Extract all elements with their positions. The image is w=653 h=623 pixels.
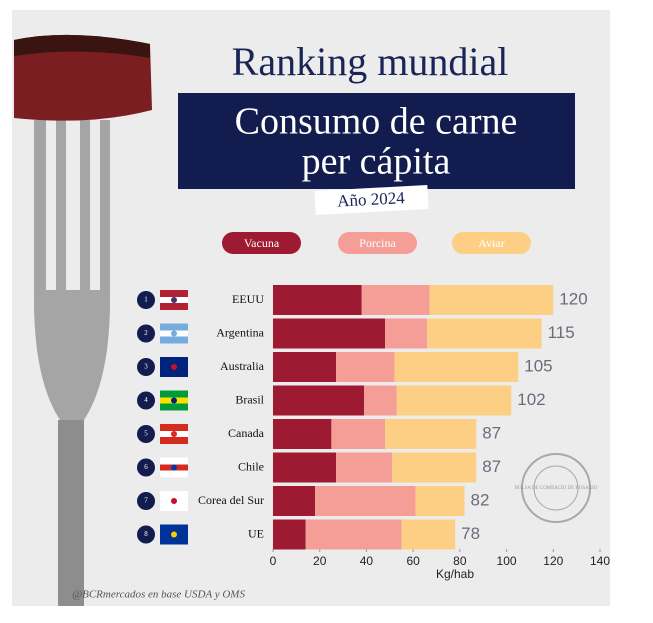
total-label: 87 (482, 457, 501, 476)
rank-label: 1 (144, 296, 148, 304)
title: Ranking mundial (232, 39, 509, 84)
year-badge: Año 2024 (314, 185, 429, 215)
bar-segment (361, 285, 430, 315)
bar-segment (273, 385, 365, 416)
category-label: Chile (238, 459, 264, 473)
category-label: Canada (228, 426, 265, 440)
bar-segment (273, 285, 362, 315)
stamp: BOLSA DE COMERCIO DE ROSARIO (515, 453, 598, 523)
legend-label: Porcina (359, 236, 396, 250)
bar-segment (273, 419, 332, 449)
subtitle: Consumo de carne (235, 101, 518, 143)
rank-label: 5 (144, 430, 148, 438)
bar-segment (336, 452, 393, 483)
bar-segment (273, 486, 316, 516)
flag (171, 531, 177, 538)
bar-segment (427, 318, 542, 349)
x-tick-label: 40 (360, 554, 374, 568)
x-axis-label: Kg/hab (436, 567, 474, 581)
total-label: 105 (524, 356, 552, 375)
bar-segment (273, 318, 386, 349)
flag (171, 498, 177, 504)
rank-label: 2 (144, 329, 148, 337)
bar-segment (364, 385, 397, 416)
total-label: 82 (471, 490, 490, 509)
x-tick-label: 140 (590, 554, 610, 568)
bar-segment (273, 452, 337, 483)
rank-label: 6 (144, 463, 148, 471)
rank-badge (137, 458, 155, 477)
legend-swatch (452, 232, 531, 254)
subtitle: per cápita (302, 141, 451, 183)
year-label: Año 2024 (337, 188, 406, 211)
stamp-text: BOLSA DE COMERCIO DE ROSARIO (515, 486, 598, 491)
rank-badge (137, 425, 155, 443)
category-label: Australia (220, 359, 265, 373)
rank-badge (137, 358, 155, 376)
bar-segment (315, 486, 416, 516)
rank-badge (137, 525, 155, 544)
total-label: 87 (482, 423, 501, 442)
bar-segment (305, 519, 402, 550)
bar-segment (396, 385, 512, 416)
source: @BCRmercados en base USDA y OMS (72, 589, 245, 601)
x-tick-label: 0 (270, 554, 277, 568)
x-tick-label: 100 (497, 554, 517, 568)
bar-segment (331, 419, 386, 449)
rank-label: 7 (144, 497, 148, 505)
category-label: Brasil (235, 392, 264, 406)
rank-label: 4 (144, 396, 148, 404)
flag (171, 364, 177, 370)
flag (171, 330, 177, 337)
bar-segment (385, 419, 477, 449)
fork-illustration (14, 34, 152, 606)
bar-segment (385, 318, 428, 349)
legend-swatch (222, 232, 301, 254)
bar-segment (429, 285, 554, 315)
total-label: 115 (548, 323, 575, 342)
bar-segment (394, 352, 519, 382)
x-tick-label: 80 (453, 554, 467, 568)
flag (171, 464, 177, 471)
category-label: Corea del Sur (198, 493, 264, 507)
category-label: EEUU (232, 292, 264, 306)
bar-segment (273, 352, 337, 382)
rank-badge (137, 324, 155, 343)
flag (171, 431, 177, 437)
rank-badge (137, 492, 155, 510)
bar-segment (415, 486, 465, 516)
legend-label: Aviar (478, 236, 504, 250)
bar-segment (336, 352, 395, 382)
total-label: 78 (461, 524, 480, 543)
bar-segment (401, 519, 456, 550)
legend-label: Vacuna (244, 236, 280, 250)
flag (171, 397, 177, 404)
total-label: 102 (517, 390, 545, 409)
bar-segment (392, 452, 477, 483)
rank-badge (137, 391, 155, 410)
rank-badge (137, 291, 155, 309)
x-tick-label: 60 (406, 554, 420, 568)
rank-label: 8 (144, 530, 148, 538)
legend-swatch (338, 232, 417, 254)
total-label: 120 (559, 289, 587, 308)
subtitle-box (178, 93, 575, 189)
x-tick-label: 20 (313, 554, 327, 568)
category-label: Argentina (216, 325, 264, 339)
rank-label: 3 (144, 363, 148, 371)
x-tick-label: 120 (543, 554, 563, 568)
category-label: UE (248, 526, 264, 540)
flag (171, 297, 177, 303)
bar-segment (273, 519, 306, 550)
